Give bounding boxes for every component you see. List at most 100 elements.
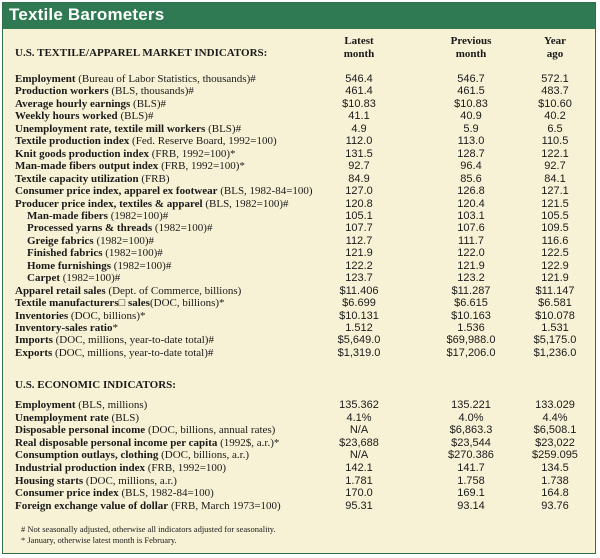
- indicator-label: Employment (BLS, millions): [15, 399, 147, 412]
- indicator-name: Housing starts: [15, 474, 84, 487]
- indicator-name: Weekly hours worked: [15, 110, 118, 123]
- previous-value: 113.0: [457, 135, 485, 148]
- indicator-detail: (1982=100)#: [93, 234, 154, 247]
- previous-value: 128.7: [457, 147, 485, 160]
- latest-value: $1,319.0: [337, 346, 381, 359]
- indicator-detail: (BLS, 1982-84=100): [118, 487, 214, 500]
- indicator-detail: (DOC, millions, year-to-date total)#: [52, 334, 214, 347]
- latest-value: $23,688: [339, 436, 379, 449]
- indicator-detail: (1982=100)#: [107, 209, 169, 222]
- table-row: Producer price index, textiles & apparel…: [3, 198, 595, 211]
- table-row: Production workers (BLS, thousands)# 461.…: [3, 85, 595, 98]
- indicator-detail: (FRB, 1992=100)*: [148, 147, 236, 160]
- indicator-detail: (FRB, 1992=100)*: [158, 160, 245, 173]
- previous-value: $270.386: [448, 449, 494, 462]
- previous-value: $6.615: [454, 297, 488, 310]
- year-ago-value: $259.095: [532, 449, 578, 462]
- year-ago-value: 121.5: [541, 197, 569, 210]
- indicator-name: Consumer price index, apparel ex footwea…: [15, 185, 218, 198]
- indicator-detail: (BLS)#: [130, 97, 167, 110]
- table-row: Foreign exchange value of dollar (FRB, M…: [3, 500, 595, 513]
- year-ago-value: $10.60: [538, 97, 572, 110]
- indicator-label: Apparel retail sales (Dept. of Commerce,…: [15, 285, 241, 298]
- latest-value: 95.31: [345, 499, 373, 512]
- table-row: Consumer price index, apparel ex footwea…: [3, 185, 595, 198]
- year-ago-value: 110.5: [541, 135, 569, 148]
- previous-value: 122.0: [457, 247, 485, 260]
- indicator-name: Textile production index: [15, 135, 130, 148]
- table-row: Textile manufacturers□ sales(DOC, billio…: [3, 297, 595, 310]
- table-row: Average hourly earnings (BLS)# $10.83 $10.…: [3, 98, 595, 111]
- indicator-name: Disposable personal income: [15, 424, 146, 437]
- year-ago-value: 1.738: [541, 474, 569, 487]
- table-row: Disposable personal income (DOC, billion…: [3, 424, 595, 437]
- previous-value: $69,988.0: [446, 334, 496, 347]
- indicator-name: Man-made fibers: [27, 209, 108, 222]
- previous-value: 4.0%: [458, 411, 484, 424]
- latest-value: 92.7: [348, 160, 370, 173]
- latest-value: 41.1: [348, 110, 370, 123]
- year-ago-value: 164.8: [541, 487, 569, 500]
- year-ago-value: 93.76: [541, 499, 569, 512]
- latest-value: 112.7: [345, 234, 373, 247]
- year-ago-value: $23,022: [535, 436, 575, 449]
- latest-value: 120.8: [345, 197, 373, 210]
- indicator-name: Producer price index, textiles & apparel: [15, 197, 203, 210]
- indicator-name: Knit goods production index: [15, 147, 149, 160]
- indicator-name: Home furnishings: [27, 259, 112, 272]
- indicator-name: Finished fabrics: [27, 247, 103, 260]
- indicator-detail: (DOC, billions, a.r.): [158, 449, 250, 462]
- latest-value: 121.9: [345, 247, 373, 260]
- year-ago-value: 116.6: [541, 234, 569, 247]
- indicator-detail: (FRB, March 1973=100): [168, 499, 281, 512]
- indicator-label: Inventories (DOC, billions)*: [15, 310, 145, 323]
- previous-value: 1.758: [457, 474, 485, 487]
- indicator-detail: (DOC, billions)*: [68, 309, 146, 322]
- table-row: Industrial production index (FRB, 1992=1…: [3, 462, 595, 475]
- table-row: Unemployment rate (BLS) 4.1% 4.0% 4.4%: [3, 412, 595, 425]
- indicator-name: Textile capacity utilization: [15, 172, 139, 185]
- indicator-detail: (DOC, billions)*: [149, 297, 225, 310]
- column-header-latest-line1: Latest: [344, 35, 374, 47]
- previous-value: 93.14: [457, 499, 485, 512]
- column-header-previous: Previous month: [431, 35, 511, 61]
- latest-value: 170.0: [345, 487, 373, 500]
- previous-value: 141.7: [457, 462, 485, 474]
- previous-value: 85.6: [460, 172, 482, 185]
- year-ago-value: 127.1: [541, 185, 569, 198]
- indicator-detail: *: [112, 322, 118, 334]
- previous-value: 121.9: [457, 259, 485, 272]
- indicator-detail: (Fed. Reserve Board, 1992=100): [129, 135, 277, 148]
- indicator-label: Imports (DOC, millions, year-to-date tot…: [15, 334, 214, 347]
- year-ago-value: 1.531: [541, 322, 569, 334]
- section-heading-economic-indicators: U.S. ECONOMIC INDICATORS:: [15, 379, 176, 391]
- previous-value: $11.287: [451, 284, 491, 297]
- indicator-label: Real disposable personal income per capi…: [15, 437, 279, 450]
- indicator-label: Man-made fibers (1982=100)#: [27, 210, 168, 223]
- indicator-name: Textile manufacturers□ sales: [15, 297, 150, 310]
- year-ago-value: 4.4%: [542, 411, 568, 424]
- table-row: Greige fabrics (1982=100)# 112.7 111.7 116.…: [3, 235, 595, 248]
- title-bar: Textile Barometers: [3, 3, 595, 29]
- column-header-latest: Latest month: [319, 35, 399, 61]
- indicator-detail: (BLS)#: [117, 110, 154, 123]
- previous-value: 1.536: [457, 322, 485, 334]
- indicator-name: Production workers: [15, 85, 109, 98]
- year-ago-value: 84.1: [544, 172, 566, 185]
- year-ago-value: 134.5: [541, 462, 569, 474]
- year-ago-value: $1,236.0: [533, 346, 577, 359]
- indicator-label: Weekly hours worked (BLS)#: [15, 110, 153, 123]
- previous-value: $10.83: [454, 97, 488, 110]
- indicator-label: Processed yarns & threads (1982=100)#: [27, 222, 212, 235]
- indicator-label: Producer price index, textiles & apparel…: [15, 198, 289, 211]
- latest-value: N/A: [349, 449, 369, 462]
- indicator-label: Textile manufacturers□ sales(DOC, billio…: [15, 297, 225, 310]
- table-row: Inventories (DOC, billions)* $10.131 $10.1…: [3, 310, 595, 323]
- indicator-detail: (DOC, billions, annual rates): [145, 424, 276, 437]
- table-row: Man-made fibers output index (FRB, 1992=…: [3, 160, 595, 173]
- year-ago-value: 109.5: [541, 222, 569, 235]
- indicator-name: Employment: [15, 73, 76, 85]
- indicator-name: Foreign exchange value of dollar: [15, 499, 169, 512]
- previous-value: 96.4: [460, 160, 482, 173]
- year-ago-value: 6.5: [547, 122, 563, 135]
